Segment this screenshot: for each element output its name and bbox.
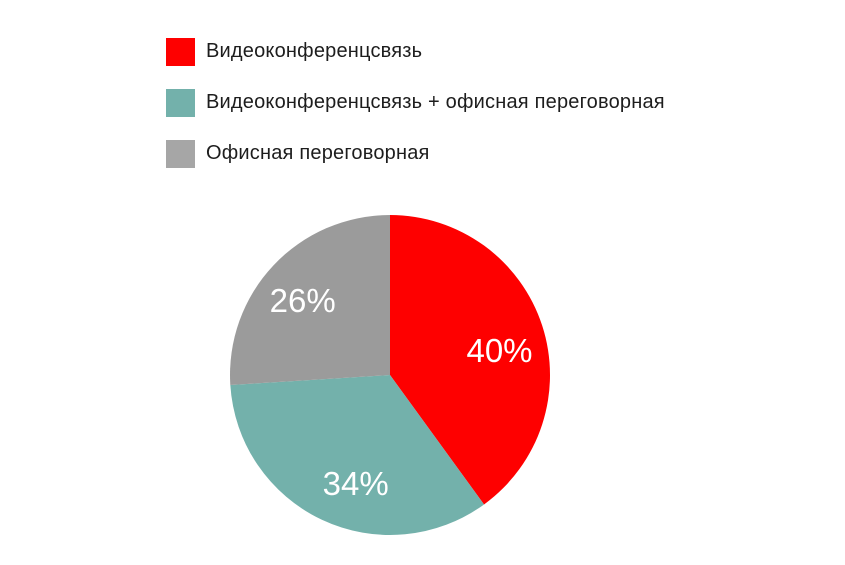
- legend-label: Видеоконференцсвязь + офисная переговорн…: [206, 91, 665, 113]
- pie-slice-label-0: 40%: [466, 332, 532, 369]
- legend-label: Видеоконференцсвязь: [206, 40, 423, 62]
- pie-slice-2: [230, 215, 390, 386]
- pie-slice-label-2: 26%: [270, 282, 336, 319]
- legend: Видеоконференцсвязь Видеоконференцсвязь …: [166, 37, 665, 168]
- legend-item-vks-office: Видеоконференцсвязь + офисная переговорн…: [166, 88, 665, 117]
- legend-item-office: Офисная переговорная: [166, 139, 665, 168]
- legend-swatch-red: [166, 37, 195, 66]
- legend-swatch-teal: [166, 88, 195, 117]
- pie-slice-label-1: 34%: [323, 465, 389, 502]
- pie-slice-1: [230, 375, 485, 535]
- pie-slice-0: [390, 215, 551, 505]
- legend-item-vks: Видеоконференцсвязь: [166, 37, 665, 66]
- legend-swatch-gray: [166, 139, 195, 168]
- legend-label: Офисная переговорная: [206, 142, 430, 164]
